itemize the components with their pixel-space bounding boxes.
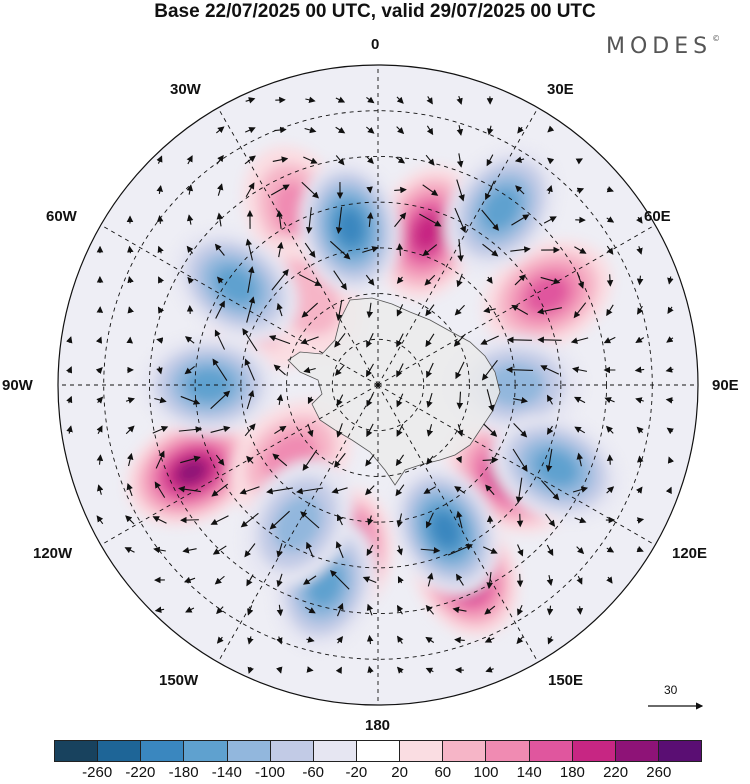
lon-label-60e: 60E [644,208,671,225]
colorbar-tick-label: -220 [118,764,162,781]
colorbar-swatch [357,740,400,762]
colorbar-tick-label: -180 [162,764,206,781]
lon-label-150e: 150E [548,672,583,689]
colorbar-tick-label: -140 [205,764,249,781]
colorbar-swatch [98,740,141,762]
wind-arrow [538,340,561,341]
colorbar-swatch [314,740,357,762]
colorbar-tick-label: 220 [594,764,638,781]
wind-arrow [610,455,611,464]
lon-label-120e: 120E [672,545,707,562]
lon-label-90w: 90W [2,377,33,394]
colorbar-tick-label: -20 [334,764,378,781]
colorbar [54,740,702,762]
colorbar-swatch [659,740,702,762]
colorbar-tick-label: 100 [464,764,508,781]
vector-scale-arrow [648,684,708,714]
colorbar-swatch [400,740,443,762]
colorbar-tick-label: -260 [75,764,119,781]
wind-arrow [610,274,611,285]
lon-label-90e: 90E [712,377,739,394]
colorbar-tick-label: 180 [550,764,594,781]
colorbar-swatch [141,740,184,762]
wind-arrow [508,340,532,341]
wind-arrow [520,574,521,586]
colorbar-swatch [184,740,227,762]
lon-label-60w: 60W [46,208,77,225]
colorbar-swatch [486,740,529,762]
colorbar-swatch [228,740,271,762]
wind-arrow [520,514,521,526]
colorbar-tick-label: -100 [248,764,292,781]
lon-label-0: 0 [371,36,379,53]
colorbar-tick-label: -60 [291,764,335,781]
lon-label-180: 180 [365,717,390,734]
colorbar-swatch [271,740,314,762]
colorbar-tick-label: 140 [507,764,551,781]
polar-map [0,0,750,740]
colorbar-tick-label: 20 [378,764,422,781]
colorbar-swatch [530,740,573,762]
lon-label-150w: 150W [159,672,198,689]
wind-arrow [370,188,371,193]
lon-label-120w: 120W [33,545,72,562]
wind-arrow [580,606,581,614]
colorbar-swatch [573,740,616,762]
lon-label-30e: 30E [547,81,574,98]
map-disc [40,40,720,730]
colorbar-tick-label: 260 [637,764,681,781]
colorbar-swatch [443,740,486,762]
lon-label-30w: 30W [170,81,201,98]
colorbar-tick-label: 60 [421,764,465,781]
colorbar-swatch [616,740,659,762]
colorbar-swatch [54,740,98,762]
